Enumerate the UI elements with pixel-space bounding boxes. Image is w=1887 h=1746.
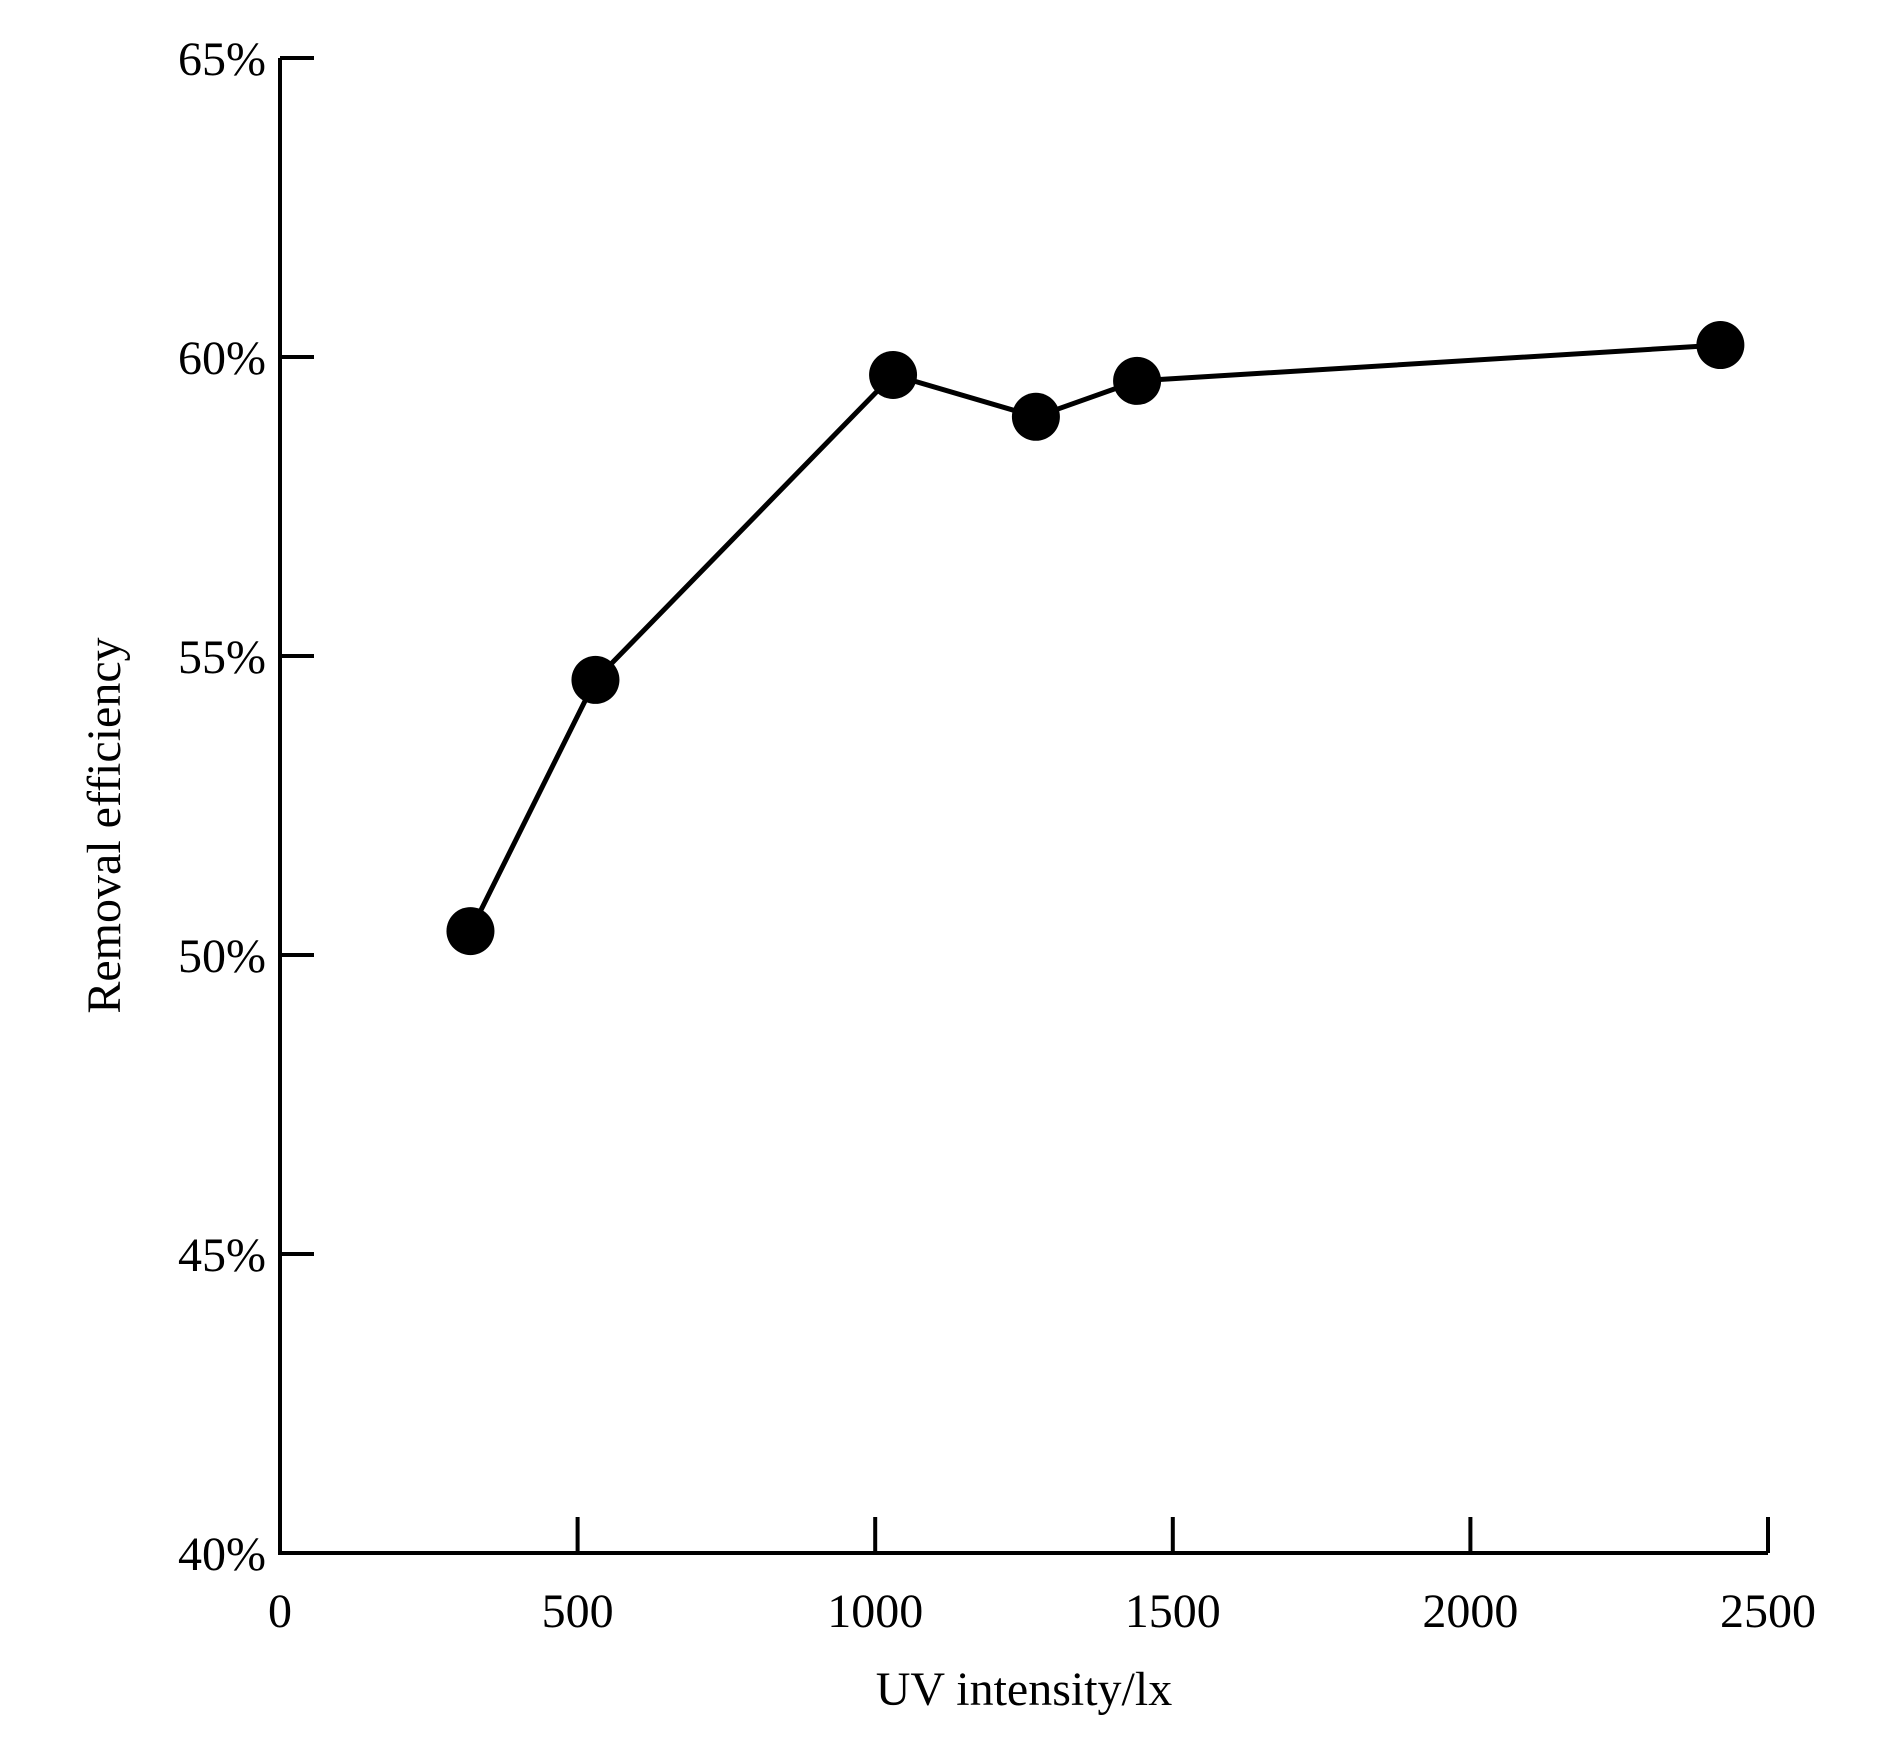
y-tick-label: 60% bbox=[178, 332, 266, 385]
data-point-marker bbox=[1011, 392, 1060, 441]
y-tick-label: 65% bbox=[178, 33, 266, 86]
data-point-marker bbox=[1113, 356, 1162, 405]
y-tick-label: 55% bbox=[178, 631, 266, 684]
axes bbox=[278, 58, 1768, 1555]
data-series bbox=[446, 321, 1745, 956]
y-tick-label: 45% bbox=[178, 1229, 266, 1282]
axis-ticks: 40% 45% 50% 55% 60% 65% 0 500 1000 1500 2000 2500 bbox=[178, 33, 1816, 1638]
data-point-marker bbox=[869, 350, 918, 399]
y-tick-label: 50% bbox=[178, 930, 266, 983]
x-tick-label: 2500 bbox=[1720, 1585, 1816, 1638]
y-axis-title: Removal efficiency bbox=[78, 637, 131, 1013]
data-point-marker bbox=[1696, 321, 1745, 370]
series-line bbox=[468, 342, 1721, 933]
x-tick-label: 0 bbox=[268, 1585, 292, 1638]
x-tick-label: 500 bbox=[542, 1585, 614, 1638]
x-tick-label: 1000 bbox=[827, 1585, 923, 1638]
data-point-marker bbox=[446, 907, 495, 956]
x-tick-label: 2000 bbox=[1422, 1585, 1518, 1638]
x-tick-label: 1500 bbox=[1125, 1585, 1221, 1638]
axis-titles: UV intensity/lx Removal efficiency bbox=[78, 637, 1172, 1716]
data-point-marker bbox=[571, 655, 620, 704]
x-axis-title: UV intensity/lx bbox=[876, 1663, 1172, 1716]
y-tick-label: 40% bbox=[178, 1528, 266, 1581]
